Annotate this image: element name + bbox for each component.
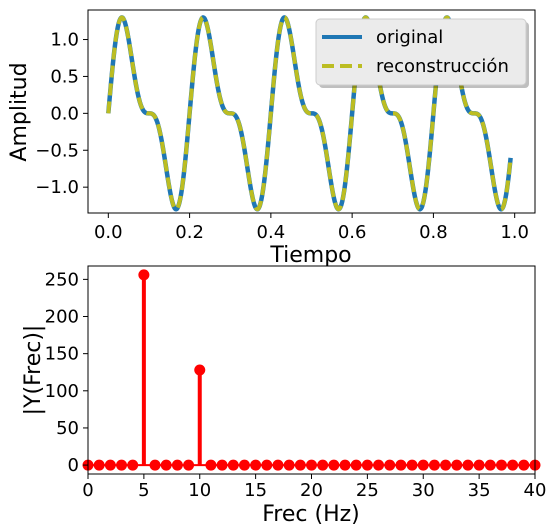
stem-marker <box>485 460 496 471</box>
stem-marker <box>105 460 116 471</box>
stem-marker <box>217 460 228 471</box>
stem-marker <box>172 460 183 471</box>
time-y-tick-label: 0.5 <box>50 66 79 87</box>
time-x-tick-label: 0.6 <box>338 222 367 243</box>
stem-marker <box>518 460 529 471</box>
time-y-axis-label: Amplitud <box>7 62 32 161</box>
stem-marker <box>474 460 485 471</box>
legend-label-reconstruccion: reconstrucción <box>376 56 509 77</box>
freq-x-tick-label: 15 <box>244 480 267 501</box>
stem-marker <box>407 460 418 471</box>
stem-marker <box>183 460 194 471</box>
stem-marker <box>418 460 429 471</box>
frequency-domain-plot: 0 5 10 15 20 25 30 35 40 0 50 100 150 200 250 Frec (H… <box>21 266 546 527</box>
time-x-tick-label: 0.2 <box>175 222 204 243</box>
freq-x-tick-label: 20 <box>300 480 323 501</box>
freq-y-tick-label: 150 <box>45 344 79 365</box>
stem-marker <box>340 460 351 471</box>
stem-marker <box>395 460 406 471</box>
stem-marker <box>384 460 395 471</box>
freq-x-tick-label: 0 <box>82 480 93 501</box>
stem-marker <box>284 460 295 471</box>
stem-marker <box>94 460 105 471</box>
freq-y-tick-label: 200 <box>45 307 79 328</box>
freq-y-axis-label: |Y(Frec)| <box>21 325 46 416</box>
stem-marker <box>261 460 272 471</box>
time-x-tick-label: 0.4 <box>257 222 286 243</box>
time-x-tick-label: 0.0 <box>94 222 123 243</box>
freq-x-tick-label: 30 <box>412 480 435 501</box>
freq-x-tick-label: 25 <box>356 480 379 501</box>
time-y-tick-label: −1.0 <box>35 177 79 198</box>
stem-marker <box>440 460 451 471</box>
stem-marker <box>317 460 328 471</box>
time-x-axis-label: Tiempo <box>269 243 351 268</box>
stem-marker <box>451 460 462 471</box>
time-y-tick-label: −0.5 <box>35 140 79 161</box>
time-x-tick-label: 1.0 <box>500 222 529 243</box>
freq-x-tick-label: 10 <box>188 480 211 501</box>
time-y-tick-label: 0.0 <box>50 103 79 124</box>
freq-x-tick-label: 40 <box>524 480 547 501</box>
legend-label-original: original <box>376 27 443 48</box>
stem-marker <box>295 460 306 471</box>
stem-marker <box>306 460 317 471</box>
stem-marker <box>250 460 261 471</box>
freq-y-tick-label: 250 <box>45 269 79 290</box>
stem-marker <box>194 365 205 376</box>
stem-marker <box>496 460 507 471</box>
stem-marker <box>138 269 149 280</box>
time-x-tick-label: 0.8 <box>419 222 448 243</box>
freq-y-tick-label: 100 <box>45 381 79 402</box>
stem-marker <box>116 460 127 471</box>
time-domain-plot: 0.0 0.2 0.4 0.6 0.8 1.0 −1.0 −0.5 0.0 0.5 1.0 Tie… <box>7 10 535 268</box>
stem-marker <box>328 460 339 471</box>
freq-x-axis-label: Frec (Hz) <box>262 502 360 527</box>
stem-marker <box>351 460 362 471</box>
stem-marker <box>161 460 172 471</box>
stem-marker <box>429 460 440 471</box>
stem-marker <box>272 460 283 471</box>
stem-marker <box>507 460 518 471</box>
legend: original reconstrucción <box>316 19 529 88</box>
freq-x-tick-label: 5 <box>138 480 149 501</box>
freq-x-tick-label: 35 <box>468 480 491 501</box>
freq-plot-frame <box>88 266 535 474</box>
stem-marker <box>462 460 473 471</box>
freq-y-tick-label: 50 <box>56 418 79 439</box>
stem-marker <box>373 460 384 471</box>
stem-marker <box>228 460 239 471</box>
stem-marker <box>239 460 250 471</box>
freq-y-tick-label: 0 <box>68 455 79 476</box>
stem-marker <box>205 460 216 471</box>
stem-marker <box>127 460 138 471</box>
time-y-tick-label: 1.0 <box>50 30 79 51</box>
stem-marker <box>362 460 373 471</box>
stem-marker <box>150 460 161 471</box>
